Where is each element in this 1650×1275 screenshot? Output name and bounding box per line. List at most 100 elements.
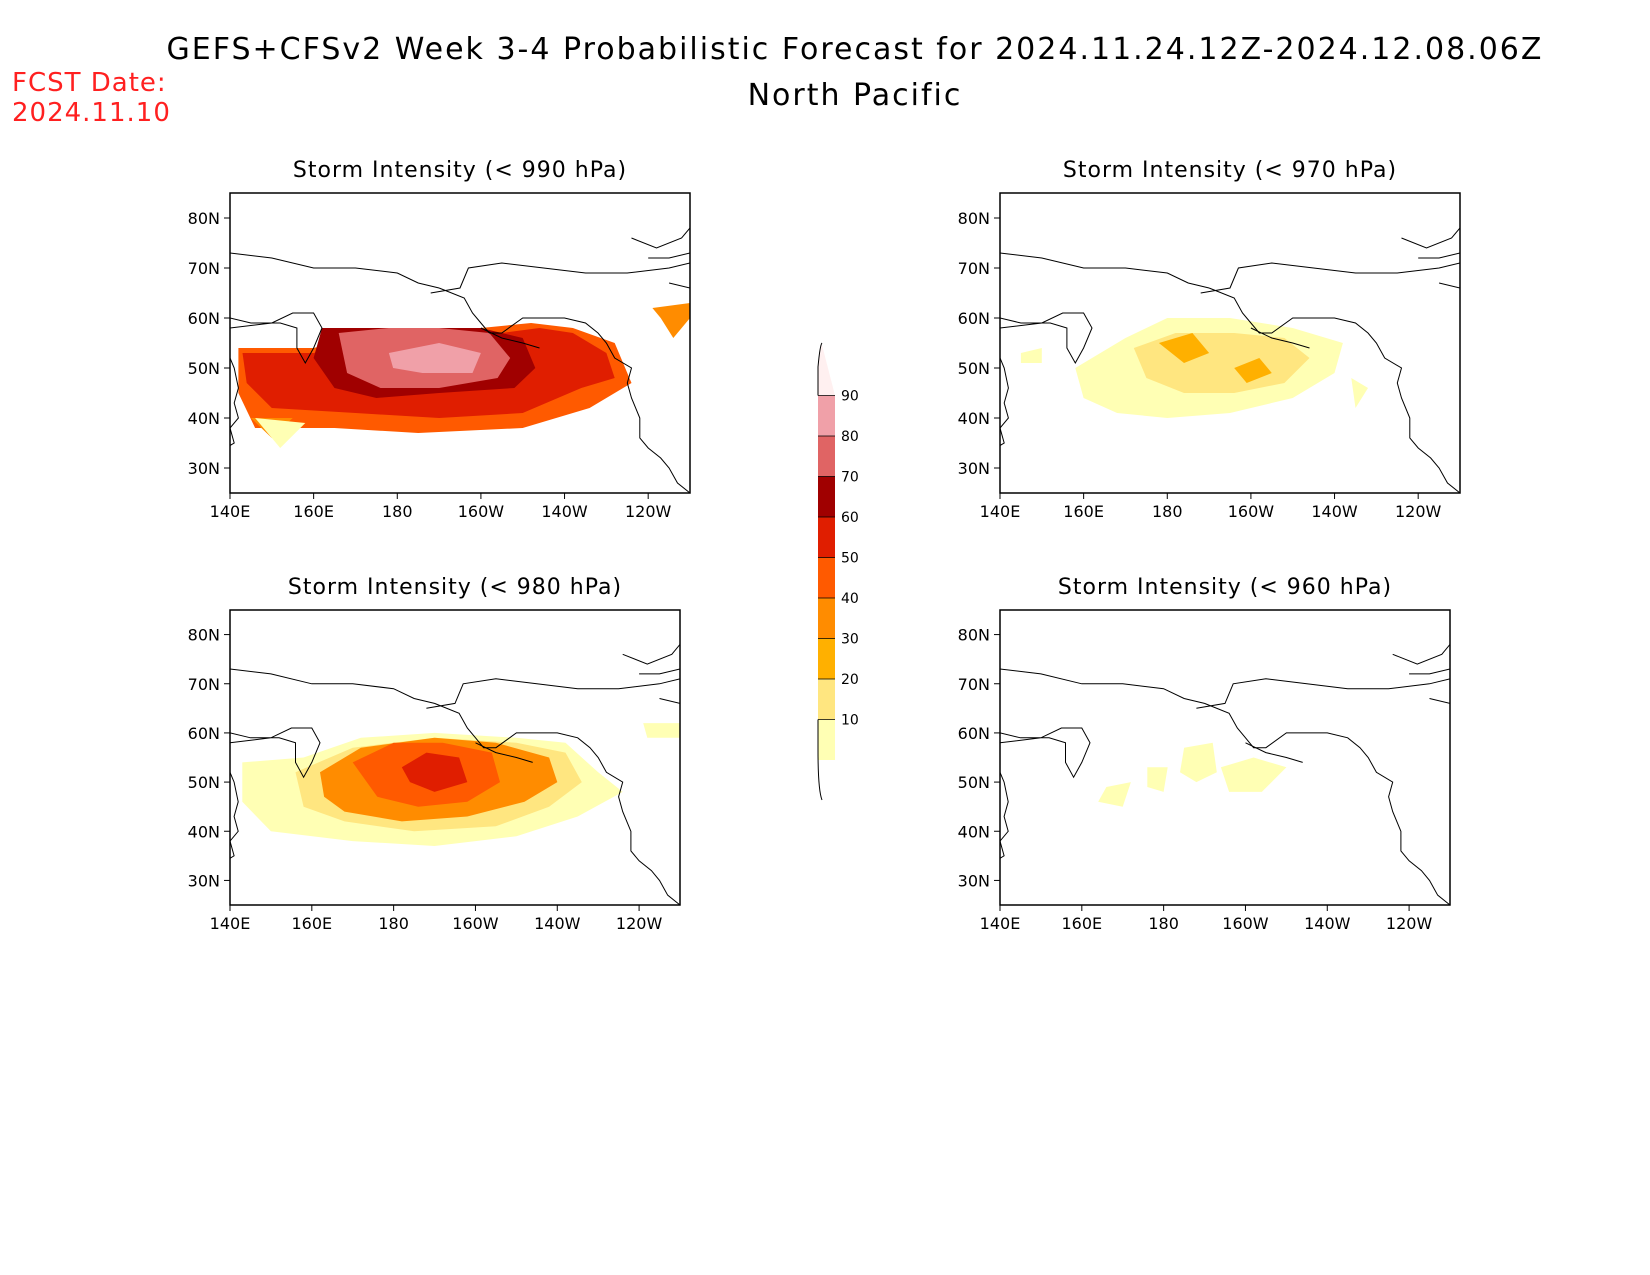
map-frame: [229, 192, 691, 494]
lon-tick-label: 140W: [1311, 502, 1358, 521]
coastline: [668, 282, 690, 289]
probability-region: [643, 723, 680, 738]
lat-tick-label: 60N: [188, 724, 220, 743]
coastline: [1401, 227, 1460, 249]
lat-tick-label: 80N: [188, 626, 220, 645]
coastline: [1204, 702, 1450, 905]
coastline: [648, 252, 690, 259]
coastline: [631, 227, 690, 249]
coastline: [438, 287, 690, 493]
region-subtitle: North Pacific: [747, 78, 963, 113]
coastline: [230, 312, 323, 365]
lat-tick-label: 40N: [188, 409, 220, 428]
lon-tick-label: 140W: [541, 502, 588, 521]
lon-tick-label: 140W: [1304, 914, 1351, 933]
map-frame: [999, 192, 1461, 494]
probability-region: [1351, 378, 1368, 408]
lon-tick-label: 180: [382, 502, 413, 521]
lat-tick-label: 30N: [188, 871, 220, 890]
lon-tick-label: 160E: [1061, 914, 1102, 933]
coastline: [1000, 252, 1210, 289]
lat-tick-label: 30N: [188, 459, 220, 478]
probability-region: [1147, 767, 1168, 792]
lat-tick-label: 70N: [188, 675, 220, 694]
coastline: [1000, 668, 1205, 704]
colorbar-legend: 10 20 30 40 50 60 70 80 90: [817, 342, 859, 801]
coastline: [230, 668, 435, 704]
lat-tick-label: 30N: [958, 459, 990, 478]
coastline: [1245, 742, 1303, 763]
map-panel-990: Storm Intensity (< 990 hPa) 140E 160E 180 16…: [188, 158, 691, 521]
coastline: [1392, 644, 1450, 665]
lon-tick-label: 160E: [293, 502, 334, 521]
coastline: [230, 772, 239, 859]
colorbar-label: 40: [841, 591, 859, 607]
coastline: [1409, 668, 1450, 675]
panel-title: Storm Intensity (< 970 hPa): [1063, 158, 1397, 183]
colorbar-bottom-edge: [817, 719, 823, 801]
coastline: [1200, 262, 1460, 294]
colorbar-segment: [818, 345, 835, 396]
lat-tick-label: 50N: [188, 359, 220, 378]
probability-region: [255, 418, 306, 448]
lat-tick-label: 70N: [958, 259, 990, 278]
fcst-date-label: FCST Date:: [12, 68, 167, 98]
map-frame: [999, 609, 1451, 906]
lat-tick-label: 60N: [188, 309, 220, 328]
colorbar-label: 60: [841, 510, 859, 526]
colorbar-segment: [818, 638, 835, 679]
probability-region: [1180, 742, 1217, 783]
lon-tick-label: 160W: [452, 914, 499, 933]
colorbar-label: 70: [841, 470, 859, 486]
colorbar-label: 10: [841, 713, 859, 729]
coastline: [475, 742, 533, 763]
coastline: [1208, 287, 1460, 493]
coastline: [622, 644, 680, 665]
colorbar-label: 50: [841, 551, 859, 567]
colorbar-label: 80: [841, 429, 859, 445]
probability-region: [652, 303, 690, 338]
lon-tick-label: 160W: [458, 502, 505, 521]
lat-tick-label: 40N: [958, 409, 990, 428]
lat-tick-label: 40N: [958, 822, 990, 841]
lon-tick-label: 140E: [980, 502, 1021, 521]
fcst-date-value: 2024.11.10: [12, 98, 171, 128]
coastline: [639, 668, 680, 675]
lat-tick-label: 80N: [958, 209, 990, 228]
panel-title: Storm Intensity (< 960 hPa): [1058, 575, 1392, 600]
lat-tick-label: 50N: [958, 359, 990, 378]
lon-tick-label: 180: [1148, 914, 1179, 933]
lon-tick-label: 160W: [1222, 914, 1269, 933]
probability-region: [1220, 757, 1287, 792]
probability-region: [1158, 333, 1210, 363]
coastline: [230, 357, 239, 447]
coastline: [1000, 312, 1093, 365]
coastline: [659, 698, 680, 704]
colorbar-segment: [818, 557, 835, 598]
coastline: [430, 262, 690, 294]
probability-region: [1020, 348, 1042, 363]
colorbar-label: 30: [841, 632, 859, 648]
colorbar-segment: [818, 679, 835, 720]
probability-region: [1234, 358, 1272, 383]
lon-tick-label: 120W: [1395, 502, 1442, 521]
main-title: GEFS+CFSv2 Week 3-4 Probabilistic Foreca…: [166, 32, 1544, 67]
map-frame: [229, 609, 681, 906]
colorbar-top-edge: [817, 342, 823, 396]
lon-tick-label: 120W: [1386, 914, 1433, 933]
map-panel-980: Storm Intensity (< 980 hPa) 140E 160E 180 16…: [188, 575, 681, 933]
lat-tick-label: 80N: [958, 626, 990, 645]
lat-tick-label: 70N: [958, 675, 990, 694]
lon-tick-label: 160E: [291, 914, 332, 933]
lon-tick-label: 140E: [210, 914, 251, 933]
lon-tick-label: 160E: [1063, 502, 1104, 521]
probability-region: [1098, 782, 1131, 807]
lon-tick-label: 120W: [625, 502, 672, 521]
lon-tick-label: 140E: [980, 914, 1021, 933]
coastline: [1250, 327, 1310, 349]
lat-tick-label: 50N: [958, 773, 990, 792]
colorbar-segment: [818, 517, 835, 558]
probability-region: [401, 752, 468, 792]
lat-tick-label: 40N: [188, 822, 220, 841]
lat-tick-label: 30N: [958, 871, 990, 890]
